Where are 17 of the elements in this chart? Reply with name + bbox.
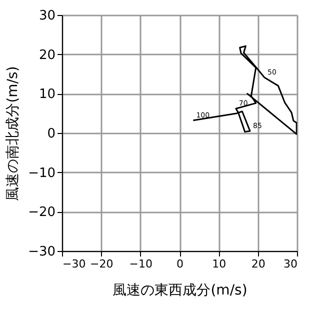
y-tick-label: 10 [38, 87, 56, 102]
y-axis-title: 風速の南北成分(m/s) [5, 66, 22, 201]
y-tick-label: 0 [47, 126, 56, 142]
y-tick-label: −30 [28, 244, 56, 260]
y-tick-label: 30 [38, 8, 56, 24]
x-tick-label: −20 [90, 258, 114, 270]
x-tick-label: 10 [212, 258, 226, 270]
x-tick-label: 30 [284, 258, 298, 270]
line-series [192, 45, 297, 135]
x-tick-label: −10 [129, 258, 152, 270]
x-tick-label: 0 [176, 258, 184, 270]
y-tick-label: −20 [28, 205, 56, 220]
x-tick-label: −30 [62, 258, 86, 270]
y-tick-label: −10 [28, 166, 56, 181]
x-tick-label: 20 [251, 258, 266, 270]
x-axis-title: 風速の東西成分(m/s) [112, 282, 248, 298]
y-tick-label: 20 [38, 48, 56, 63]
